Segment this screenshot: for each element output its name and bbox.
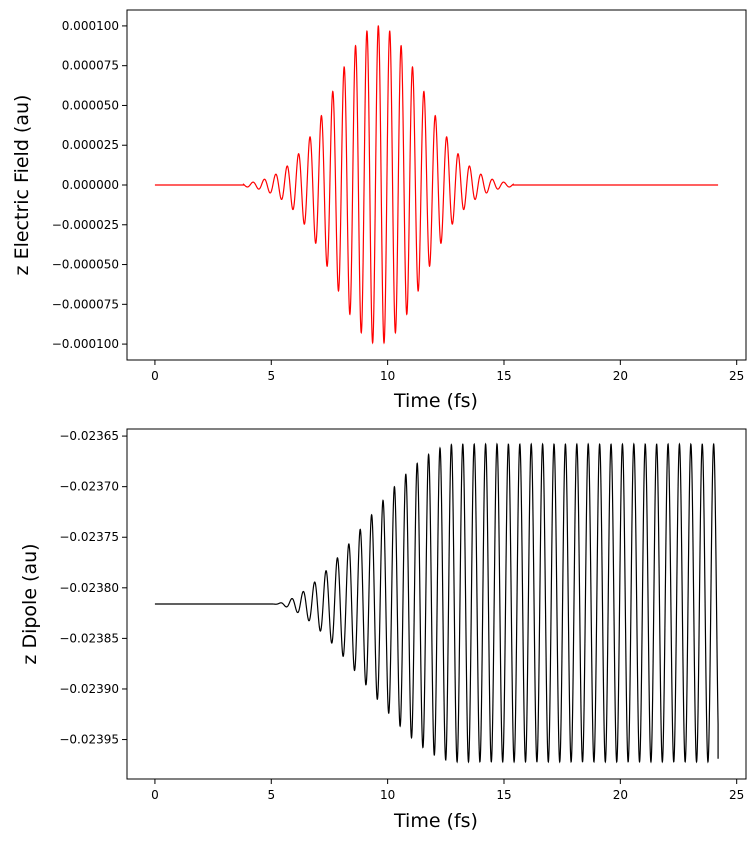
y-axis-ticks: −0.000100 −0.000075 −0.000050 −0.000025 0.00… (52, 19, 127, 351)
y-tick-label: −0.02395 (59, 733, 119, 747)
x-tick-label: 15 (496, 369, 511, 383)
y-tick-label: −0.000050 (52, 258, 119, 272)
plot-frame (126, 428, 747, 780)
y-tick-label: −0.02375 (59, 530, 119, 544)
dipole-line (154, 442, 719, 764)
y-axis-label: z Electric Field (au) (11, 95, 33, 276)
y-axis-label: z Dipole (au) (19, 543, 41, 664)
y-tick-label: −0.02370 (59, 480, 119, 494)
y-axis-ticks: −0.02395 −0.02390 −0.02385 −0.02380 −0.02375… (59, 429, 127, 747)
y-tick-label: 0.000000 (62, 178, 119, 192)
dipole-chart: 0 5 10 15 20 25 −0.02395−0.02390−0.02385−0.02… (19, 428, 747, 832)
y-tick-label: −0.000100 (52, 337, 119, 351)
x-axis-label: Time (fs) (393, 390, 478, 412)
x-tick-label: 5 (267, 369, 275, 383)
x-tick-label: 10 (380, 788, 395, 802)
y-tick-label: 0.000025 (62, 138, 119, 152)
x-tick-label: 25 (729, 369, 744, 383)
y-tick-label: −0.02380 (59, 581, 119, 595)
x-tick-label: 15 (496, 788, 511, 802)
y-tick-label: −0.02385 (59, 631, 119, 645)
x-tick-label: 0 (151, 369, 159, 383)
x-tick-label: 0 (151, 788, 159, 802)
x-tick-label: 5 (267, 788, 275, 802)
y-tick-label: −0.02390 (59, 682, 119, 696)
electric-field-chart: 0 5 10 15 20 25 −0.000100−0.000075−0.000050−0… (11, 9, 747, 412)
electric-field-line (154, 25, 719, 345)
y-tick-label: −0.02365 (59, 429, 119, 443)
x-tick-label: 25 (729, 788, 744, 802)
x-tick-label: 20 (613, 788, 628, 802)
x-tick-label: 20 (613, 369, 628, 383)
y-tick-label: −0.000025 (52, 218, 119, 232)
x-axis-ticks: 0 5 10 15 20 25 (151, 779, 744, 802)
y-tick-label: 0.000100 (62, 19, 119, 33)
y-tick-label: 0.000075 (62, 59, 119, 73)
y-tick-label: −0.000075 (52, 297, 119, 311)
x-axis-label: Time (fs) (393, 810, 478, 832)
y-tick-label: 0.000050 (62, 98, 119, 112)
x-tick-label: 10 (380, 369, 395, 383)
x-axis-ticks: 0 5 10 15 20 25 (151, 360, 744, 383)
